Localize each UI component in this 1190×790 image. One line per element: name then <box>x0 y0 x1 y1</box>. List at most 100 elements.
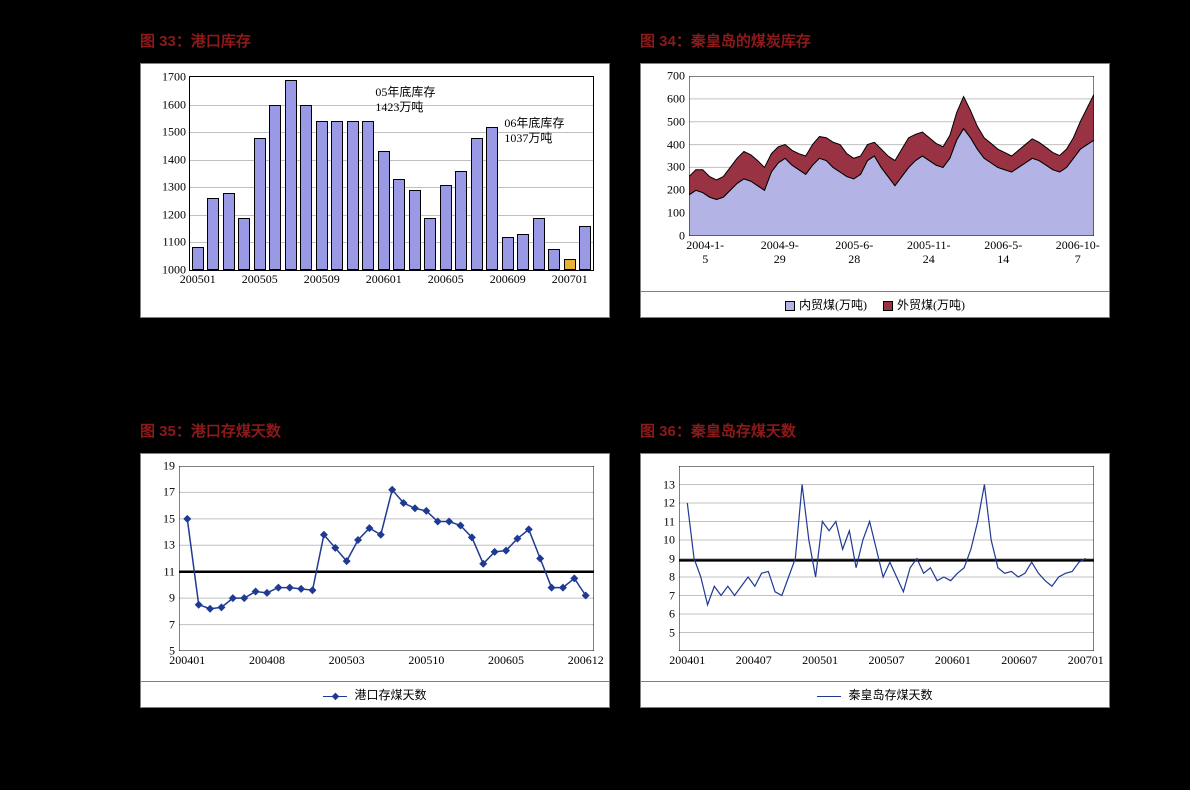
ytick: 5 <box>669 625 679 640</box>
xtick: 200601 <box>366 270 402 287</box>
ytick: 6 <box>669 607 679 622</box>
ytick: 13 <box>163 538 179 553</box>
xtick: 200407 <box>736 651 772 668</box>
bar <box>238 218 250 270</box>
xtick: 200401 <box>669 651 705 668</box>
legend-swatch <box>883 301 893 311</box>
bar <box>347 121 359 270</box>
bar <box>471 138 483 270</box>
chart34-title: 图 34：秦皇岛的煤炭库存 <box>640 30 1110 51</box>
bar <box>207 198 219 270</box>
marker-diamond <box>297 585 305 593</box>
bar <box>316 121 328 270</box>
xtick: 2006-5-14 <box>984 236 1022 267</box>
chart36-legend-label: 秦皇岛存煤天数 <box>848 688 932 702</box>
marker-diamond <box>286 584 294 592</box>
legend-line-icon <box>323 696 347 697</box>
chart34-legend: 内贸煤(万吨)外贸煤(万吨) <box>641 291 1109 315</box>
bar <box>362 121 374 270</box>
xtick: 2005-6-28 <box>835 236 873 267</box>
bar <box>502 237 514 270</box>
marker-diamond <box>377 531 385 539</box>
ytick: 1500 <box>162 125 190 140</box>
bar <box>393 179 405 270</box>
ytick: 400 <box>667 137 689 152</box>
chart35-box: 5791113151719200401200408200503200510200… <box>140 453 610 708</box>
marker-diamond <box>411 504 419 512</box>
ytick: 700 <box>667 69 689 84</box>
ytick: 500 <box>667 114 689 129</box>
chart36-legend: 秦皇岛存煤天数 <box>641 681 1109 705</box>
marker-diamond <box>536 555 544 563</box>
bar <box>517 234 529 270</box>
marker-diamond <box>183 515 191 523</box>
marker-diamond <box>252 588 260 596</box>
ytick: 12 <box>663 496 679 511</box>
ytick: 11 <box>663 514 679 529</box>
ytick: 1600 <box>162 97 190 112</box>
xtick: 200701 <box>1068 651 1104 668</box>
marker-diamond <box>263 589 271 597</box>
ytick: 17 <box>163 485 179 500</box>
ytick: 100 <box>667 206 689 221</box>
xtick: 200607 <box>1001 651 1037 668</box>
xtick: 200609 <box>490 270 526 287</box>
xtick: 200401 <box>169 651 205 668</box>
panel-chart36: 图 36：秦皇岛存煤天数 567891011121320040120040720… <box>640 420 1110 708</box>
marker-diamond <box>240 594 248 602</box>
panel-chart33: 图 33：港口库存 100011001200130014001500160017… <box>140 30 610 318</box>
xtick: 2005-11-24 <box>907 236 951 267</box>
xtick: 200601 <box>935 651 971 668</box>
chart35-legend: 港口存煤天数 <box>141 681 609 705</box>
bar <box>455 171 467 270</box>
chart35-legend-label: 港口存煤天数 <box>354 688 426 702</box>
ytick: 8 <box>669 570 679 585</box>
bar <box>254 138 266 270</box>
stacked-area-svg <box>689 76 1094 236</box>
chart33-title: 图 33：港口库存 <box>140 30 610 51</box>
annotation: 05年底库存1423万吨 <box>375 85 435 116</box>
bar <box>533 218 545 270</box>
ytick: 7 <box>169 617 179 632</box>
xtick: 200503 <box>329 651 365 668</box>
chart34-box: 01002003004005006007002004-1-52004-9-292… <box>640 63 1110 318</box>
xtick: 2004-9-29 <box>761 236 799 267</box>
xtick: 200612 <box>568 651 604 668</box>
xtick: 200408 <box>249 651 285 668</box>
line-svg <box>679 466 1094 651</box>
annotation: 06年底库存1037万吨 <box>504 116 564 147</box>
ytick: 13 <box>663 477 679 492</box>
bar <box>548 249 560 270</box>
bar <box>331 121 343 270</box>
bar <box>486 127 498 270</box>
xtick: 2006-10-7 <box>1056 236 1100 267</box>
legend-item: 内贸煤(万吨) <box>785 296 867 313</box>
marker-diamond <box>195 601 203 609</box>
ytick: 11 <box>163 564 179 579</box>
legend-line-icon <box>817 696 841 697</box>
xtick: 200507 <box>869 651 905 668</box>
chart36-plot: 5678910111213200401200407200501200507200… <box>679 466 1094 651</box>
bar <box>440 185 452 270</box>
marker-diamond <box>206 605 214 613</box>
legend-label: 内贸煤(万吨) <box>799 298 867 312</box>
xtick: 200605 <box>428 270 464 287</box>
panel-chart35: 图 35：港口存煤天数 5791113151719200401200408200… <box>140 420 610 708</box>
chart35-plot: 5791113151719200401200408200503200510200… <box>179 466 594 651</box>
ytick: 7 <box>669 588 679 603</box>
line-svg <box>179 466 594 651</box>
chart36-legend-item: 秦皇岛存煤天数 <box>817 686 932 703</box>
chart35-legend-item: 港口存煤天数 <box>323 686 426 703</box>
bar <box>269 105 281 270</box>
xtick: 200605 <box>488 651 524 668</box>
xtick: 200510 <box>408 651 444 668</box>
chart33-plot: 1000110012001300140015001600170020050120… <box>189 76 594 271</box>
ytick: 200 <box>667 183 689 198</box>
ytick: 1700 <box>162 70 190 85</box>
xtick: 200501 <box>802 651 838 668</box>
ytick: 1300 <box>162 180 190 195</box>
ytick: 10 <box>663 533 679 548</box>
ytick: 9 <box>169 591 179 606</box>
bar <box>378 151 390 270</box>
xtick: 200501 <box>180 270 216 287</box>
